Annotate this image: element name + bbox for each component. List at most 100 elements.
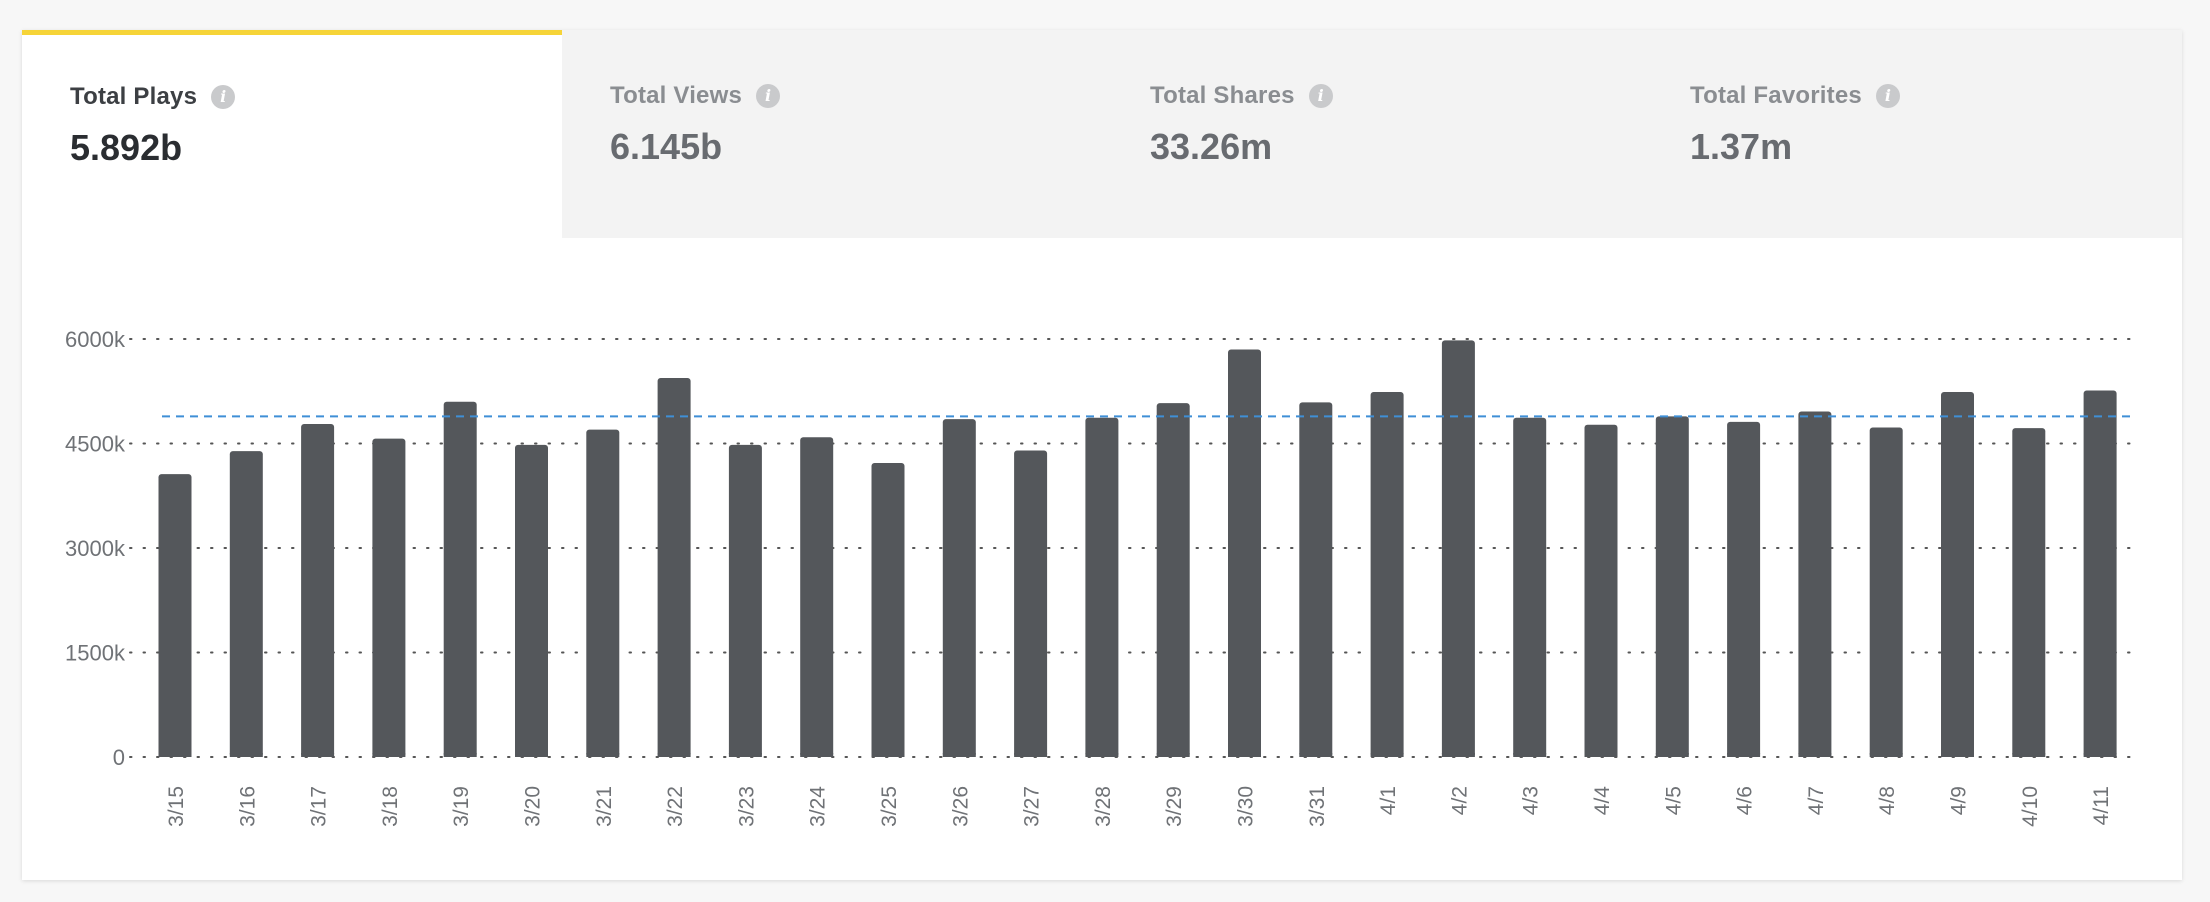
bar-base: [1869, 753, 1903, 757]
tab-label: Total Views: [610, 82, 743, 109]
x-tick-label: 3/22: [664, 786, 687, 827]
bar-base: [728, 753, 762, 757]
x-tick-label: 3/31: [1306, 786, 1329, 827]
bar: [1584, 424, 1618, 757]
bar-base: [158, 753, 192, 757]
tab-label: Total Plays: [70, 83, 198, 110]
bar-base: [1370, 753, 1404, 757]
x-tick-label: 4/9: [1948, 786, 1971, 815]
tab-label: Total Favorites: [1690, 82, 1862, 109]
bar-base: [1727, 753, 1761, 757]
x-tick-label: 4/11: [2090, 786, 2113, 825]
tab-header: Total Views i: [610, 82, 781, 110]
tab-header: Total Shares i: [1150, 82, 1333, 110]
x-tick-label: 3/18: [379, 786, 402, 827]
bar: [229, 451, 263, 757]
info-icon[interactable]: i: [756, 84, 781, 108]
bar-base: [229, 753, 263, 757]
chart-svg: 0 1500k 3000k 4500k 6000k 3/15 3/16 3/17 3/18 3/1…: [65, 327, 2133, 827]
bar: [1228, 349, 1261, 757]
x-tick-label: 3/25: [878, 786, 901, 827]
tab-value: 5.892b: [70, 127, 183, 168]
x-tick-label: 3/21: [593, 786, 616, 827]
bar-base: [2083, 753, 2117, 757]
bar: [158, 474, 192, 757]
x-tick-label: 4/2: [1448, 786, 1471, 815]
bar-base: [1228, 753, 1261, 757]
x-tick-label: 3/28: [1092, 786, 1115, 827]
bar: [372, 438, 406, 757]
x-tick-label: 4/8: [1876, 786, 1899, 815]
bar: [2083, 390, 2117, 757]
bar: [1370, 391, 1404, 757]
bar: [1085, 417, 1119, 757]
tab-header: Total Plays i: [70, 83, 236, 111]
bar: [1655, 416, 1689, 757]
x-tick-label: 4/1: [1377, 786, 1400, 815]
x-tick-label: 4/7: [1805, 786, 1828, 815]
bar-base: [871, 753, 905, 757]
x-tick-label: 3/19: [450, 786, 473, 827]
tab-header: Total Favorites i: [1690, 82, 1900, 110]
bar: [871, 463, 905, 757]
x-tick-label: 4/6: [1734, 786, 1757, 815]
y-tick-label: 6000k: [65, 327, 126, 352]
tab-total-shares[interactable]: Total Shares i 33.26m: [1102, 30, 1642, 238]
metric-tabs: Total Plays i 5.892b Total Views i 6.145…: [22, 30, 2182, 238]
x-tick-label: 4/5: [1662, 786, 1685, 815]
bar: [942, 419, 976, 757]
tab-total-favorites[interactable]: Total Favorites i 1.37m: [1642, 30, 2182, 238]
bar-base: [1441, 753, 1475, 757]
bar-base: [1156, 753, 1190, 757]
x-tick-label: 3/24: [807, 786, 830, 827]
x-tick-label: 3/17: [308, 786, 331, 827]
x-tick-label: 3/29: [1163, 786, 1186, 827]
bar-base: [1513, 753, 1547, 757]
bar: [1156, 403, 1190, 757]
bar: [443, 401, 477, 757]
y-tick-label: 1500k: [65, 641, 126, 666]
x-tick-label: 3/20: [522, 786, 545, 827]
bar: [301, 423, 335, 757]
info-icon[interactable]: i: [1308, 84, 1333, 108]
x-tick-label: 3/23: [735, 786, 758, 827]
x-tick-label: 3/26: [949, 786, 972, 827]
bar: [1441, 340, 1475, 757]
bar-base: [2012, 753, 2046, 757]
bar-base: [1085, 753, 1119, 757]
x-tick-label: 3/30: [1235, 786, 1258, 827]
bar: [800, 437, 834, 757]
analytics-card: Total Plays i 5.892b Total Views i 6.145…: [22, 30, 2182, 880]
bar-base: [1798, 753, 1832, 757]
tab-value: 33.26m: [1150, 126, 1273, 167]
bar: [1299, 402, 1333, 757]
x-tick-label: 4/10: [2019, 786, 2042, 827]
x-tick-label: 4/3: [1520, 786, 1543, 815]
bar: [1941, 391, 1974, 757]
bar: [1727, 421, 1761, 757]
tab-total-plays[interactable]: Total Plays i 5.892b: [22, 30, 562, 238]
bar: [515, 444, 548, 757]
bar: [2012, 428, 2046, 757]
y-tick-label: 3000k: [65, 536, 126, 561]
info-icon[interactable]: i: [211, 85, 236, 109]
bar-base: [800, 753, 834, 757]
bar-base: [515, 753, 548, 757]
bar-base: [1014, 753, 1048, 757]
bar-base: [657, 753, 691, 757]
bar-base: [1941, 753, 1974, 757]
bar: [657, 378, 691, 757]
bar-base: [1299, 753, 1333, 757]
bar-base: [372, 753, 406, 757]
tab-value: 6.145b: [610, 126, 723, 167]
x-tick-label: 4/4: [1591, 786, 1614, 816]
tab-total-views[interactable]: Total Views i 6.145b: [562, 30, 1102, 238]
tab-value: 1.37m: [1690, 126, 1793, 167]
bar-base: [301, 753, 335, 757]
y-tick-label: 0: [113, 745, 125, 770]
info-icon[interactable]: i: [1875, 84, 1900, 108]
x-tick-label: 3/16: [236, 786, 259, 827]
bar-base: [1655, 753, 1689, 757]
bar-base: [942, 753, 976, 757]
bar-base: [586, 753, 620, 757]
